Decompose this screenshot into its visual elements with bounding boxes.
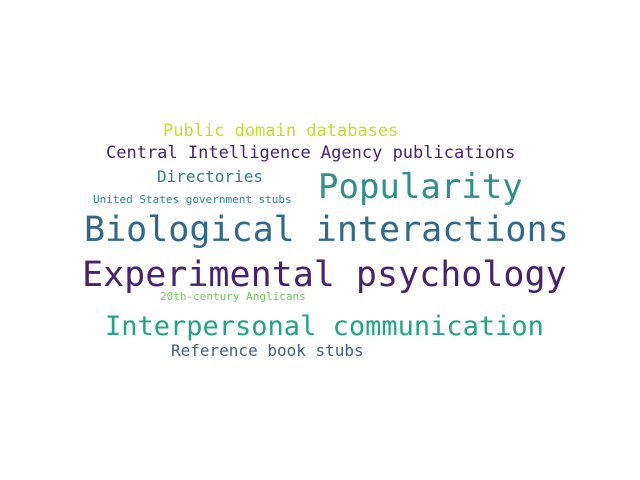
word-directories: Directories bbox=[157, 167, 263, 186]
word-20th-century-anglicans: 20th-century Anglicans bbox=[160, 290, 306, 303]
word-cia-publications: Central Intelligence Agency publications bbox=[106, 143, 516, 163]
word-experimental-psychology: Experimental psychology bbox=[82, 255, 567, 295]
word-biological-interactions: Biological interactions bbox=[84, 210, 569, 250]
word-public-domain-databases: Public domain databases bbox=[163, 121, 399, 141]
word-reference-book-stubs: Reference book stubs bbox=[171, 341, 364, 360]
word-us-government-stubs: United States government stubs bbox=[93, 193, 292, 206]
word-interpersonal-communication: Interpersonal communication bbox=[105, 311, 544, 342]
word-popularity: Popularity bbox=[318, 167, 523, 207]
